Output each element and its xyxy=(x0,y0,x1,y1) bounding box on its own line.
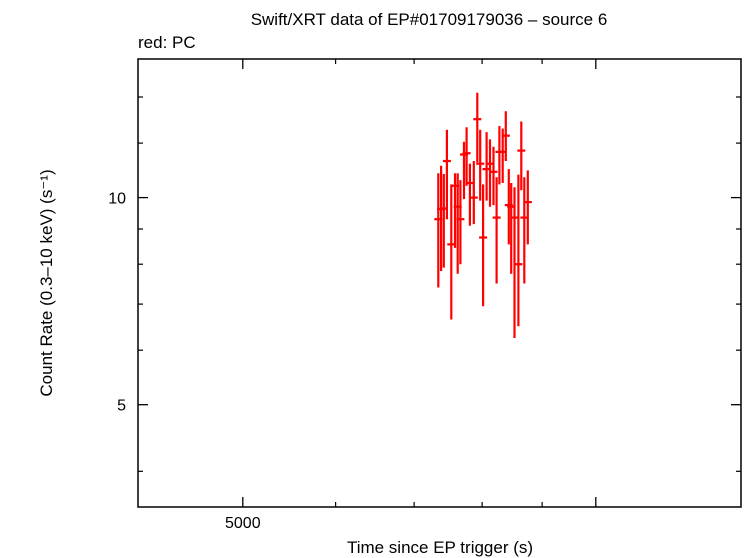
data-point xyxy=(523,170,532,245)
data-point xyxy=(469,161,478,225)
data-point xyxy=(479,184,488,307)
chart-subtitle: red: PC xyxy=(138,33,196,52)
data-point xyxy=(476,129,485,201)
data-point xyxy=(462,127,471,186)
data-point xyxy=(456,180,465,265)
data-point xyxy=(517,121,526,191)
y-tick-label: 10 xyxy=(108,191,126,208)
data-point xyxy=(514,174,523,327)
plot-frame xyxy=(137,58,742,508)
chart-title: Swift/XRT data of EP#01709179036 – sourc… xyxy=(251,10,608,29)
tick-labels: 5000 10 5 xyxy=(108,191,260,532)
x-axis-label: Time since EP trigger (s) xyxy=(347,538,533,557)
data-point xyxy=(442,129,451,220)
y-tick-label: 5 xyxy=(117,398,126,415)
data-point xyxy=(473,92,482,163)
axis-ticks xyxy=(138,59,741,507)
x-tick-label: 5000 xyxy=(225,515,261,532)
data-points xyxy=(434,92,532,338)
y-axis-label: Count Rate (0.3–10 keV) (s⁻¹) xyxy=(37,169,56,396)
data-point xyxy=(492,177,501,284)
data-point xyxy=(501,111,510,161)
data-point xyxy=(510,187,519,338)
data-point xyxy=(489,146,498,206)
data-point xyxy=(465,163,474,226)
